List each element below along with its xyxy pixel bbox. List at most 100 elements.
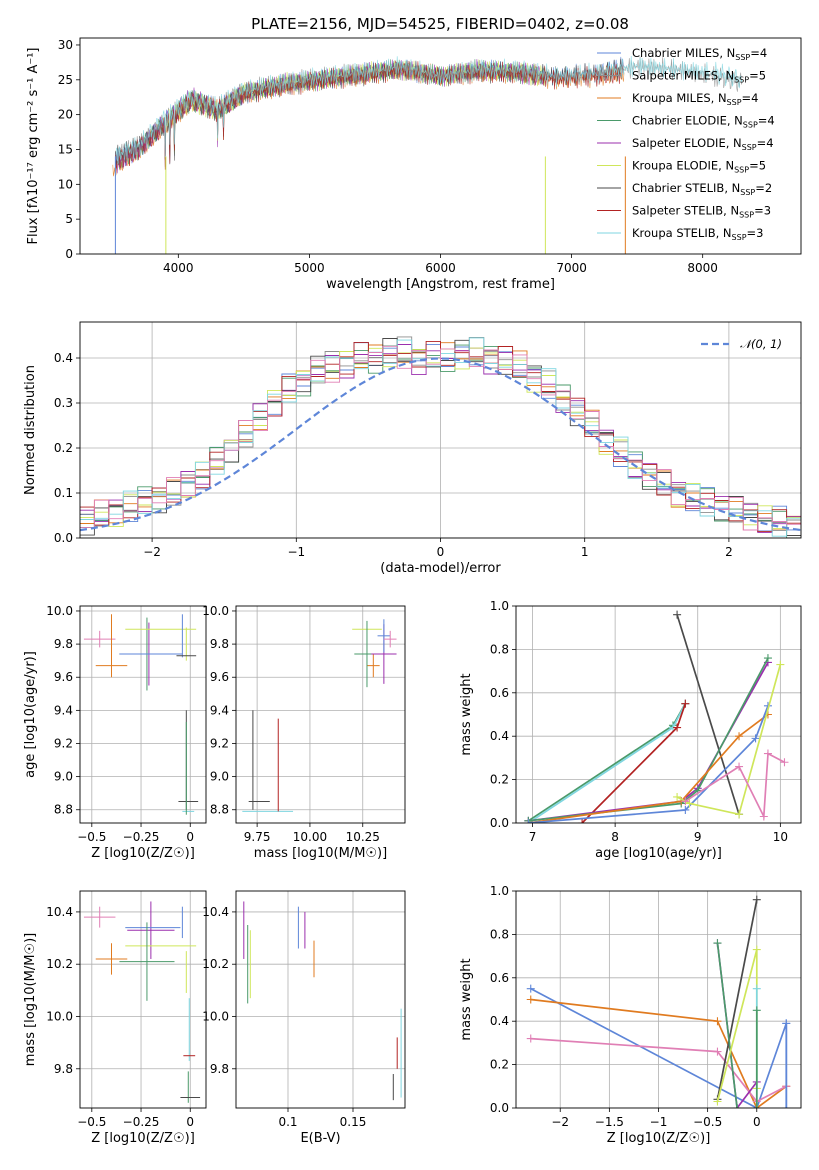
weight-vs-age-marker	[776, 660, 785, 669]
weight-vs-Z-marker	[752, 1006, 761, 1015]
mass-vs-Z-ylabel: mass [log10(M/M☉)]	[23, 933, 38, 1066]
weight-vs-Z-marker	[782, 1019, 791, 1028]
weight-vs-Z-xtick-label: −1	[650, 1115, 668, 1129]
age-vs-Z-ytick-label: 9.2	[54, 736, 73, 750]
weight-vs-Z-ytick-label: 0.2	[490, 1058, 509, 1072]
weight-vs-Z-marker	[713, 1097, 722, 1106]
residuals-xtick-label: −1	[287, 545, 305, 559]
age-vs-mass-xlabel: mass [log10(M/M☉)]	[254, 846, 387, 861]
weight-vs-age-series-line	[676, 664, 782, 816]
residuals-ytick-label: 0.2	[54, 441, 73, 455]
mass-vs-ebv-ytick-label: 10.2	[202, 957, 229, 971]
weight-vs-Z-ytick-label: 0.4	[490, 1014, 509, 1028]
weight-vs-age-series-line	[676, 614, 740, 815]
weight-vs-Z-marker	[782, 1104, 791, 1108]
residuals-plot-area	[80, 322, 801, 538]
weight-vs-age-marker	[673, 792, 682, 801]
weight-vs-age-ylabel: mass weight	[459, 673, 474, 755]
age-vs-Z-frame	[79, 605, 207, 824]
weight-vs-Z-xtick-label: 0	[753, 1115, 761, 1129]
weight-vs-age-xtick-label: 8	[611, 830, 619, 844]
age-vs-Z-plot-area	[80, 606, 206, 823]
mass-vs-ebv-xlabel: E(B-V)	[300, 1131, 340, 1146]
spectrum-ytick-label: 25	[58, 73, 73, 87]
mass-vs-Z-xlabel: Z [log10(Z/Z☉)]	[91, 1131, 195, 1146]
weight-vs-Z-marker	[752, 1104, 761, 1108]
weight-vs-age-marker	[759, 812, 768, 821]
weight-vs-Z-xlabel: Z [log10(Z/Z☉)]	[607, 1131, 711, 1146]
age-vs-mass-xtick-label: 10.00	[293, 830, 327, 844]
weight-vs-Z-xtick-label: −1.5	[595, 1115, 624, 1129]
weight-vs-age-plot-area	[516, 606, 801, 823]
residuals-xtick-label: 0	[437, 545, 445, 559]
mass-vs-Z-xtick-label: −0.5	[77, 1115, 106, 1129]
mass-vs-ebv-ytick-label: 10.4	[202, 905, 229, 919]
age-vs-Z-xlabel: Z [log10(Z/Z☉)]	[91, 846, 195, 861]
age-vs-mass-ytick-label: 10.0	[202, 604, 229, 618]
residuals-panel: −2 −1 0 1 2 0.0 0.1 0.2 0.3 0.4 (data-model)/error…	[23, 321, 802, 576]
weight-vs-age-marker	[735, 732, 744, 741]
residuals-xtick-label: 2	[725, 545, 733, 559]
age-vs-mass-ytick-label: 9.8	[210, 637, 229, 651]
residuals-xtick-label: −2	[143, 545, 161, 559]
spectrum-ytick-label: 20	[58, 108, 73, 122]
age-vs-Z-ylabel: age [log10(age/yr)]	[23, 651, 38, 778]
spectrum-ytick-label: 0	[65, 247, 73, 261]
residuals-frame	[79, 321, 802, 539]
mass-vs-ebv-ytick-label: 10.0	[202, 1009, 229, 1023]
figure-title: PLATE=2156, MJD=54525, FIBERID=0402, z=0…	[251, 15, 629, 33]
weight-vs-Z-marker	[526, 995, 535, 1004]
spectrum-legend-label: Chabrier ELODIE, NSSP=4	[632, 114, 775, 130]
age-vs-Z-ytick-label: 9.4	[54, 703, 73, 717]
age-vs-mass-frame	[235, 605, 406, 824]
weight-vs-age-marker	[681, 699, 690, 708]
mass-vs-Z-ytick-label: 10.4	[46, 905, 73, 919]
age-vs-Z-ytick-label: 10.0	[46, 604, 73, 618]
weight-vs-age-xlabel: age [log10(age/yr)]	[595, 846, 722, 861]
residuals-ytick-label: 0.0	[54, 531, 73, 545]
mass-vs-ebv-plot-area	[236, 891, 405, 1108]
residuals-xlabel: (data-model)/error	[380, 561, 501, 576]
age-vs-Z-xtick-label: −0.5	[77, 830, 106, 844]
age-vs-Z-xtick-label: −0.25	[123, 830, 160, 844]
age-vs-mass-ytick-label: 8.8	[210, 803, 229, 817]
weight-vs-age-marker	[735, 810, 744, 819]
weight-vs-Z-marker	[752, 945, 761, 954]
spectrum-xlabel: wavelength [Angstrom, rest frame]	[326, 277, 555, 292]
spectrum-ytick-label: 15	[58, 142, 73, 156]
residuals-legend-label: 𝒩(0, 1)	[740, 337, 782, 351]
mass-vs-Z-ytick-label: 10.0	[46, 1009, 73, 1023]
mass-vs-Z-xtick-label: 0	[186, 1115, 194, 1129]
weight-vs-Z-series-line	[530, 998, 787, 1108]
mass-vs-Z-panel: −0.5 −0.25 0 9.8 10.0 10.2 10.4 Z [log10(Z/Z☉)]…	[23, 890, 207, 1146]
residuals-ylabel: Normed distribution	[23, 365, 38, 495]
weight-vs-Z-ytick-label: 0.0	[490, 1101, 509, 1115]
weight-vs-age-ytick-label: 0.6	[490, 686, 509, 700]
weight-vs-Z-marker	[526, 1034, 535, 1043]
age-vs-mass-ytick-label: 9.0	[210, 770, 229, 784]
spectrum-ylabel: Flux [fλ10⁻¹⁷ erg cm⁻² s⁻¹ A⁻¹]	[26, 48, 41, 245]
spectrum-xtick-label: 7000	[556, 261, 587, 275]
weight-vs-Z-frame	[515, 890, 802, 1109]
residuals-xtick-label: 1	[581, 545, 589, 559]
weight-vs-Z-series-line	[716, 899, 758, 1100]
residuals-ytick-label: 0.3	[54, 396, 73, 410]
weight-vs-age-xtick-label: 7	[529, 830, 537, 844]
age-vs-Z-ytick-label: 8.8	[54, 803, 73, 817]
spectrum-ytick-label: 30	[58, 38, 73, 52]
weight-vs-age-marker	[780, 758, 789, 767]
weight-vs-Z-plot-area	[516, 891, 801, 1108]
mass-vs-Z-ytick-label: 9.8	[54, 1062, 73, 1076]
weight-vs-Z-series-line	[530, 1037, 787, 1103]
weight-vs-Z-ytick-label: 0.6	[490, 971, 509, 985]
spectrum-ytick-label: 10	[58, 177, 73, 191]
weight-vs-age-marker	[681, 797, 690, 806]
spectrum-panel: 4000 5000 6000 7000 8000 0 5 10 15 20 25 30 waveleng…	[26, 37, 802, 292]
weight-vs-Z-xtick-label: −2	[551, 1115, 569, 1129]
age-vs-Z-ytick-label: 9.0	[54, 770, 73, 784]
normal-reference-curve	[80, 357, 801, 532]
age-vs-Z-ytick-label: 9.8	[54, 637, 73, 651]
spectrum-xtick-label: 6000	[425, 261, 456, 275]
weight-vs-age-marker	[578, 819, 587, 823]
weight-vs-age-marker	[681, 805, 690, 814]
